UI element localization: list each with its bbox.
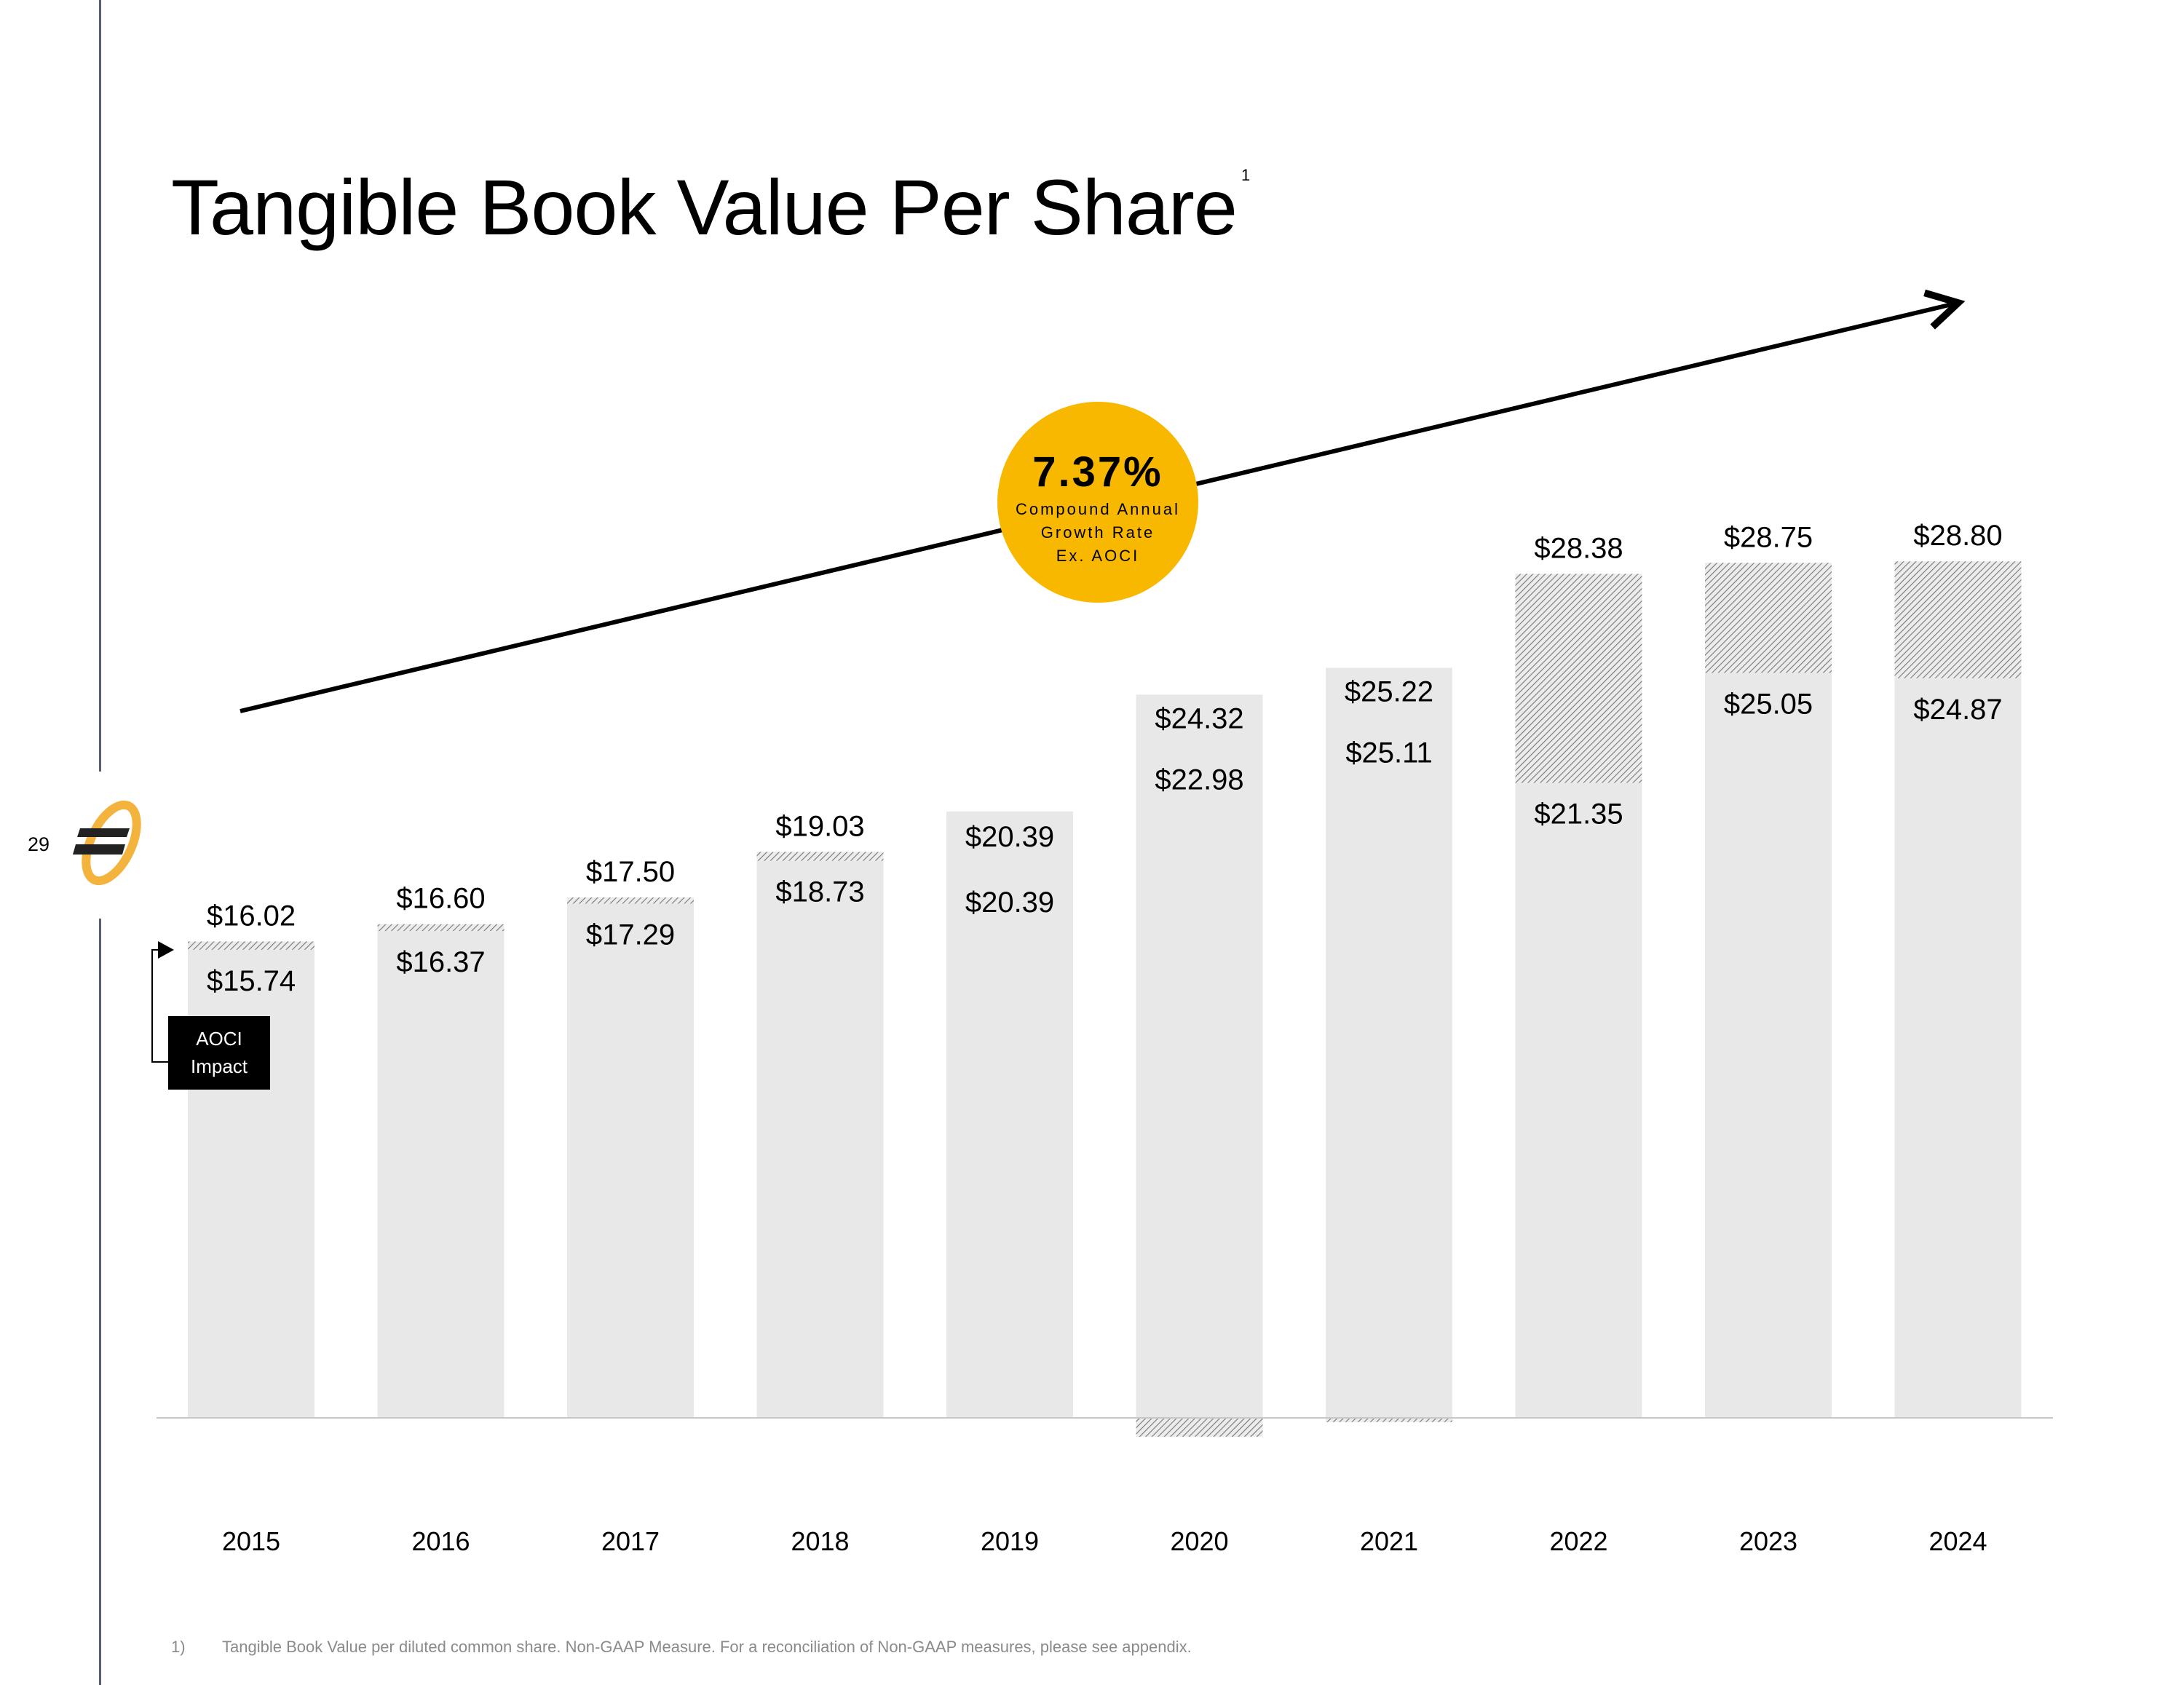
bar-aoci-impact-2017 <box>567 897 694 904</box>
x-tick-label-2024: 2024 <box>1928 1526 1987 1556</box>
bar-aoci-impact-2018 <box>756 852 884 861</box>
data-label-reported-2018: $18.73 <box>775 876 864 908</box>
aoci-label-line2: Impact <box>190 1055 248 1077</box>
bar-reported-2023 <box>1705 673 1832 1418</box>
data-label-reported-2024: $24.87 <box>1913 694 2002 726</box>
title-footnote-ref: 1 <box>1241 166 1250 184</box>
bar-reported-2016 <box>377 931 505 1418</box>
page-number: 29 <box>28 833 50 855</box>
x-tick-label-2016: 2016 <box>411 1526 470 1556</box>
footnote-text: Tangible Book Value per diluted common s… <box>222 1638 1192 1656</box>
bar-reported-2021 <box>1326 667 1452 1419</box>
cagr-label-line3: Ex. AOCI <box>1056 547 1140 565</box>
bar-reported-2018 <box>756 860 884 1418</box>
bar-aoci-impact-2024 <box>1894 561 2022 678</box>
footnote: 1) Tangible Book Value per diluted common… <box>171 1638 1192 1657</box>
data-label-reported-2020: $24.32 <box>1155 702 1243 734</box>
data-label-ex-aoci-2022: $28.38 <box>1534 532 1623 564</box>
data-label-ex-aoci-2020: $22.98 <box>1155 764 1243 796</box>
data-label-reported-2022: $21.35 <box>1534 798 1623 830</box>
page-title: Tangible Book Value Per Share 1 <box>171 162 1250 253</box>
data-label-ex-aoci-2023: $28.75 <box>1724 521 1813 553</box>
data-label-reported-2021: $25.22 <box>1345 676 1433 708</box>
data-label-ex-aoci-2024: $28.80 <box>1913 520 2002 552</box>
data-label-reported-2019: $20.39 <box>965 887 1054 919</box>
x-tick-label-2017: 2017 <box>601 1526 660 1556</box>
company-logo-icon <box>73 800 141 886</box>
bar-reported-2020 <box>1136 694 1263 1418</box>
bar-aoci-impact-2023 <box>1705 563 1832 673</box>
bar-aoci-impact-2016 <box>377 924 505 932</box>
aoci-bracket-arrowhead <box>158 941 174 959</box>
aoci-bracket <box>151 949 168 1063</box>
data-label-ex-aoci-2019: $20.39 <box>965 821 1054 853</box>
data-label-ex-aoci-2018: $19.03 <box>775 810 864 842</box>
x-tick-label-2018: 2018 <box>791 1526 849 1556</box>
x-tick-label-2015: 2015 <box>222 1526 280 1556</box>
data-label-ex-aoci-2021: $25.11 <box>1345 737 1432 769</box>
x-tick-label-2019: 2019 <box>981 1526 1039 1556</box>
data-label-ex-aoci-2017: $17.50 <box>586 856 675 888</box>
bar-reported-2024 <box>1894 678 2022 1418</box>
x-tick-label-2022: 2022 <box>1549 1526 1607 1556</box>
x-tick-label-2020: 2020 <box>1170 1526 1228 1556</box>
x-tick-label-2021: 2021 <box>1360 1526 1418 1556</box>
bar-aoci-impact-2015 <box>188 941 314 950</box>
data-label-reported-2016: $16.37 <box>396 946 485 978</box>
data-label-ex-aoci-2016: $16.60 <box>396 883 485 915</box>
cagr-label-line1: Compound Annual <box>1015 500 1181 518</box>
bar-aoci-impact-2022 <box>1515 574 1642 783</box>
data-label-reported-2017: $17.29 <box>586 919 675 951</box>
bar-reported-2017 <box>567 903 694 1418</box>
x-tick-label-2023: 2023 <box>1739 1526 1797 1556</box>
data-label-reported-2023: $25.05 <box>1724 688 1813 720</box>
cagr-value: 7.37% <box>1032 448 1163 496</box>
cagr-label-line2: Growth Rate <box>1040 523 1155 542</box>
aoci-impact-label: AOCI Impact <box>168 1016 270 1090</box>
bar-aoci-impact-2021 <box>1326 1418 1452 1422</box>
footnote-marker: 1) <box>171 1638 186 1656</box>
page-title-text: Tangible Book Value Per Share <box>171 163 1238 251</box>
bar-reported-2019 <box>946 811 1073 1418</box>
data-label-ex-aoci-2015: $16.02 <box>207 900 296 932</box>
left-rule-top <box>99 0 101 772</box>
aoci-label-line1: AOCI <box>196 1028 242 1050</box>
cagr-callout: 7.37% Compound Annual Growth Rate Ex. AO… <box>997 402 1198 603</box>
data-label-reported-2015: $15.74 <box>207 965 296 997</box>
left-rule-bottom <box>99 919 101 1685</box>
bar-reported-2022 <box>1515 782 1642 1418</box>
bar-aoci-impact-2020 <box>1136 1418 1263 1437</box>
